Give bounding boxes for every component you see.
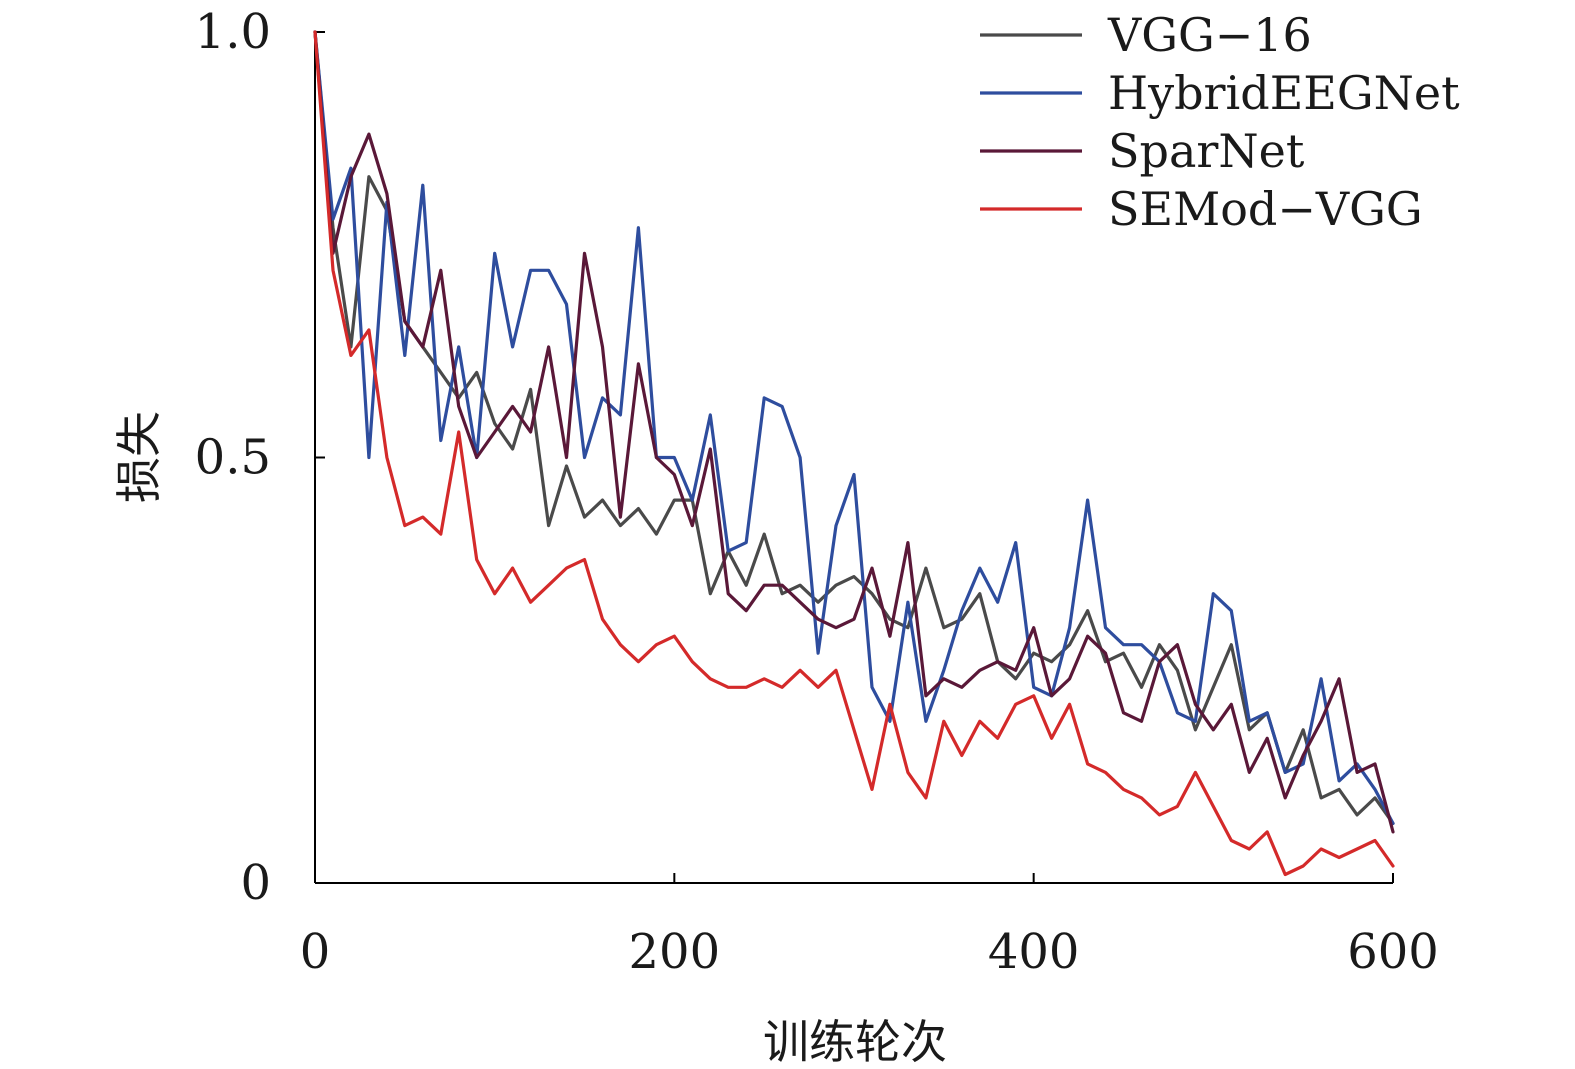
ticks: 0 0.5 1.0 0 200 400 600	[195, 4, 1439, 980]
x-tick-label: 600	[1347, 924, 1439, 980]
legend-label-4: SEMod−VGG	[1108, 182, 1423, 236]
y-tick-label: 0.5	[195, 430, 271, 486]
y-axis-label: 损失	[112, 411, 166, 503]
series-line-2	[313, 30, 1395, 826]
x-axis-label: 训练轮次	[763, 1015, 947, 1069]
x-tick-label: 200	[629, 924, 721, 980]
series-line-3	[313, 30, 1395, 834]
x-tick-label: 400	[988, 924, 1080, 980]
legend-label-1: VGG−16	[1107, 8, 1312, 62]
series-line-1	[313, 30, 1395, 826]
legend-label-2: HybridEEGNet	[1108, 66, 1460, 120]
y-tick-label: 1.0	[195, 4, 271, 60]
x-tick-label: 0	[300, 924, 331, 980]
series-group	[313, 30, 1395, 877]
legend-label-3: SparNet	[1108, 124, 1305, 178]
series-line-4	[313, 30, 1395, 877]
y-tick-label: 0	[240, 855, 271, 911]
